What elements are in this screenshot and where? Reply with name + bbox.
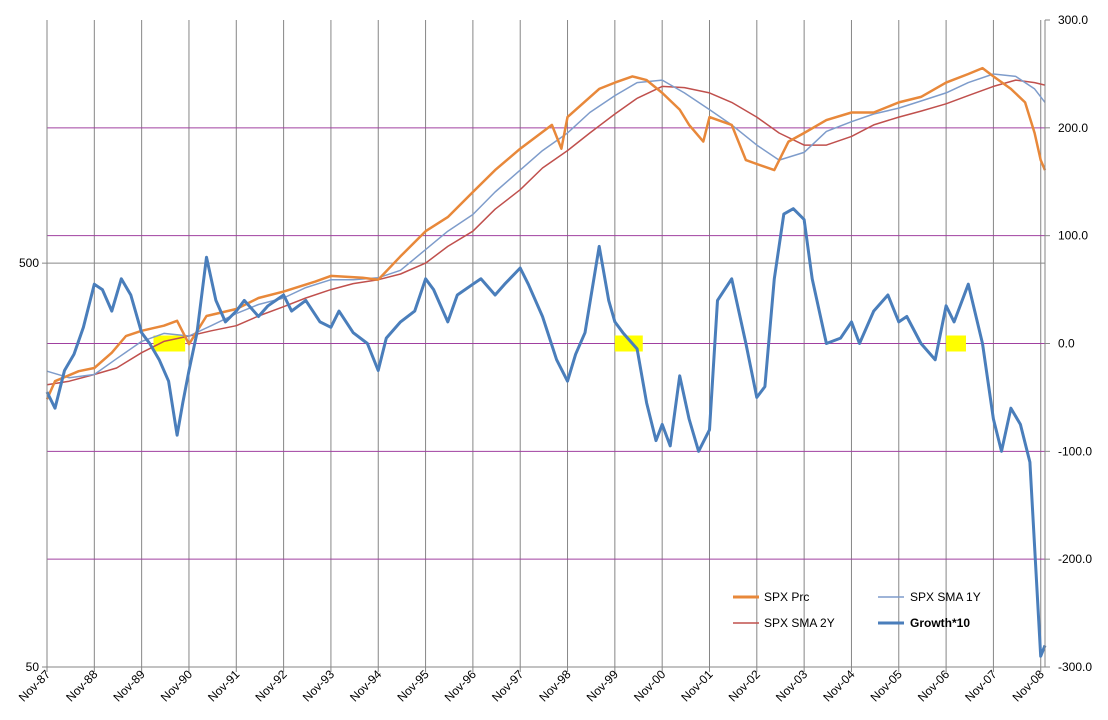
right-tick-label: -100.0 [1058, 444, 1092, 458]
grid [42, 19, 1050, 672]
right-tick-label: 100.0 [1058, 229, 1088, 243]
highlight-box [946, 335, 966, 352]
series-line-growth [45, 207, 1047, 658]
legend-label-spx-prc: SPX Prc [764, 590, 809, 604]
legend: SPX Prc SPX SMA 1Y SPX SMA 2Y Growth*10 [733, 590, 981, 630]
right-tick-label: 300.0 [1058, 13, 1088, 27]
left-tick-label: 50 [26, 660, 40, 674]
legend-label-sma-1y: SPX SMA 1Y [910, 590, 981, 604]
right-tick-label: -300.0 [1058, 660, 1092, 674]
series-line-sma-2y [46, 79, 1046, 386]
series-line-sma-1y [46, 73, 1046, 379]
series-lines [45, 66, 1047, 658]
axes [46, 20, 1046, 668]
left-tick-label: 500 [19, 256, 39, 270]
right-tick-label: 0.0 [1058, 337, 1075, 351]
legend-label-growth: Growth*10 [910, 616, 970, 630]
right-tick-label: -200.0 [1058, 552, 1092, 566]
right-tick-label: 200.0 [1058, 121, 1088, 135]
legend-label-sma-2y: SPX SMA 2Y [764, 616, 835, 630]
series-line-spx-prc [45, 66, 1047, 400]
highlight-box [153, 335, 186, 352]
